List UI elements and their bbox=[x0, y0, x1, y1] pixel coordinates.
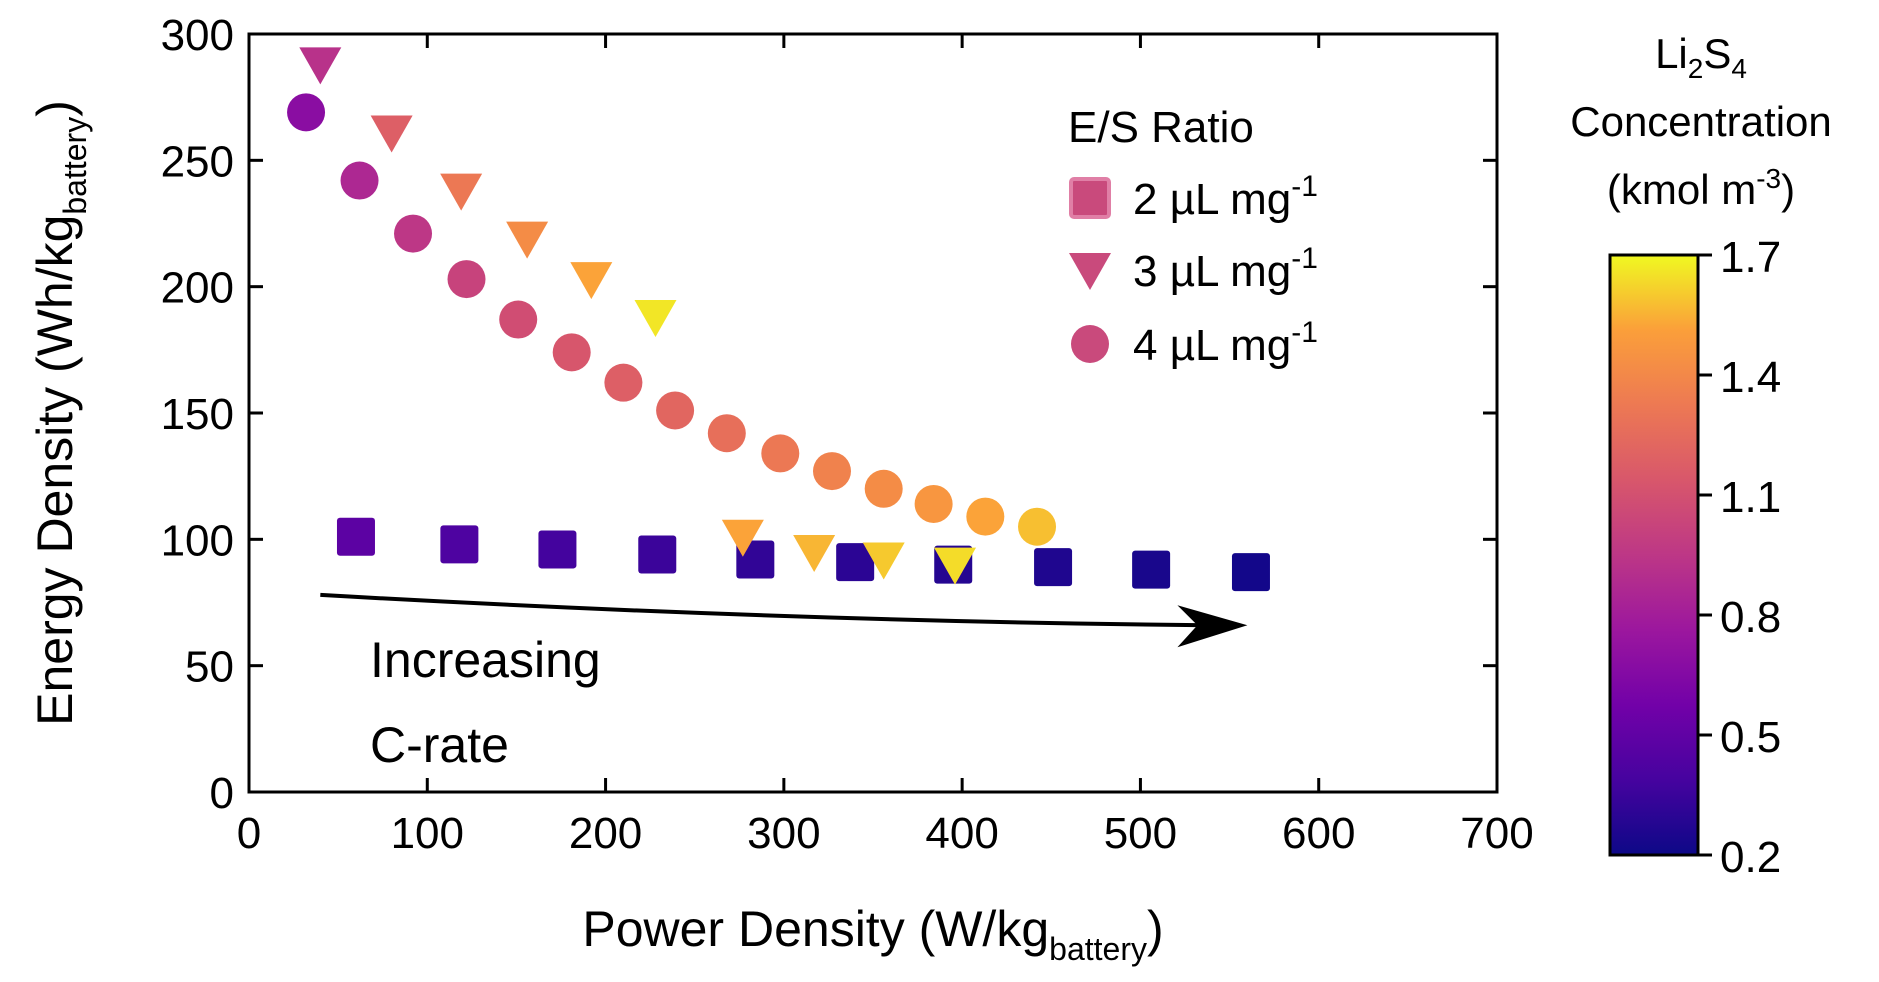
data-point-circle bbox=[761, 434, 800, 473]
legend-title: E/S Ratio bbox=[1068, 103, 1254, 152]
x-tick-label: 0 bbox=[237, 809, 261, 858]
colorbar-tick-label: 0.8 bbox=[1720, 593, 1781, 642]
colorbar-tick-label: 1.1 bbox=[1720, 473, 1781, 522]
x-tick-labels: 0 100 200 300 400 500 600 700 bbox=[237, 809, 1534, 858]
annotation-line-1: Increasing bbox=[370, 632, 601, 688]
colorbar-tick-label: 0.5 bbox=[1720, 713, 1781, 762]
colorbar-title-line-3: (kmol m-3) bbox=[1607, 163, 1795, 213]
data-point-square bbox=[836, 543, 875, 582]
data-point-circle bbox=[812, 452, 851, 491]
data-point-circle bbox=[604, 363, 643, 402]
legend-marker-triangle-down bbox=[1069, 253, 1111, 290]
data-point-circle bbox=[340, 161, 379, 200]
data-point-triangle-down bbox=[570, 262, 613, 300]
legend-label-4: 4 µL mg-1 bbox=[1133, 316, 1318, 370]
data-point-triangle-down bbox=[440, 173, 483, 211]
y-tick-label: 150 bbox=[161, 390, 234, 439]
colorbar-tick-label: 0.2 bbox=[1720, 833, 1781, 882]
x-tick-label: 400 bbox=[925, 809, 998, 858]
colorbar-title-line-1: Li2S4 bbox=[1655, 30, 1747, 84]
data-point-circle bbox=[864, 469, 903, 508]
data-point-triangle-down bbox=[506, 221, 549, 259]
data-point-triangle-down bbox=[934, 547, 977, 585]
data-point-square bbox=[336, 517, 375, 556]
data-point-square bbox=[538, 530, 577, 569]
colorbar-tick-label: 1.4 bbox=[1720, 353, 1781, 402]
data-point-square bbox=[1132, 550, 1171, 589]
legend: E/S Ratio 2 µL mg-1 3 µL mg-1 4 µL mg-1 bbox=[1068, 103, 1318, 370]
data-point-square bbox=[440, 525, 479, 564]
data-point-square bbox=[638, 535, 677, 574]
data-point-square bbox=[1231, 553, 1270, 592]
x-tick-label: 500 bbox=[1104, 809, 1177, 858]
data-point-triangle-down bbox=[299, 47, 342, 85]
legend-label-2: 2 µL mg-1 bbox=[1133, 170, 1318, 224]
data-point-circle bbox=[394, 214, 433, 253]
y-tick-labels: 0 50 100 150 200 250 300 bbox=[161, 11, 234, 818]
colorbar-title-line-2: Concentration bbox=[1570, 98, 1832, 145]
data-point-triangle-down bbox=[793, 534, 836, 572]
data-point-circle bbox=[499, 300, 538, 339]
legend-marker-square bbox=[1069, 177, 1111, 219]
data-point-circle bbox=[447, 260, 486, 299]
x-tick-label: 600 bbox=[1282, 809, 1355, 858]
y-tick-label: 250 bbox=[161, 137, 234, 186]
data-point-circle bbox=[656, 391, 695, 430]
y-tick-label: 50 bbox=[185, 643, 234, 692]
legend-label-3: 3 µL mg-1 bbox=[1133, 242, 1318, 296]
annotation-line-2: C-rate bbox=[370, 717, 509, 773]
y-tick-label: 0 bbox=[210, 769, 234, 818]
legend-marker-circle bbox=[1071, 325, 1109, 363]
x-tick-label: 200 bbox=[569, 809, 642, 858]
colorbar-gradient bbox=[1608, 253, 1700, 857]
colorbar: Li2S4 Concentration (kmol m-3) 1.7 1.4 1.1… bbox=[1570, 30, 1832, 882]
data-point-circle bbox=[1018, 507, 1057, 546]
y-tick-label: 300 bbox=[161, 11, 234, 60]
data-point-square bbox=[1034, 548, 1073, 587]
y-tick-label: 200 bbox=[161, 264, 234, 313]
data-point-circle bbox=[552, 333, 591, 372]
data-point-circle bbox=[287, 93, 326, 132]
data-point-circle bbox=[914, 484, 953, 523]
y-axis-title: Energy Density (Wh/kgbattery) bbox=[27, 100, 93, 726]
colorbar-tick-label: 1.7 bbox=[1720, 233, 1781, 282]
c-rate-arrow bbox=[320, 592, 1208, 628]
c-rate-arrowhead bbox=[1177, 605, 1248, 648]
data-point-circle bbox=[707, 414, 746, 453]
data-point-triangle-down bbox=[721, 519, 764, 557]
data-point-triangle-down bbox=[862, 542, 905, 580]
data-markers bbox=[287, 47, 1270, 592]
data-point-triangle-down bbox=[634, 299, 677, 337]
x-tick-label: 700 bbox=[1460, 809, 1533, 858]
data-point-triangle-down bbox=[370, 115, 413, 153]
data-point-circle bbox=[966, 497, 1005, 536]
y-tick-label: 100 bbox=[161, 516, 234, 565]
axis-ticks bbox=[247, 32, 1499, 794]
x-tick-label: 100 bbox=[391, 809, 464, 858]
x-axis-title: Power Density (W/kgbattery) bbox=[582, 901, 1163, 967]
x-tick-label: 300 bbox=[747, 809, 820, 858]
